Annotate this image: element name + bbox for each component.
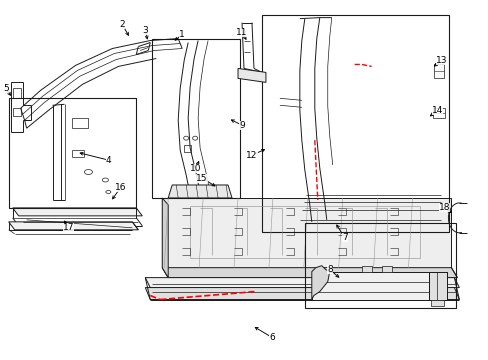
Text: 18: 18: [438, 203, 449, 212]
Bar: [72, 118, 88, 128]
Text: 6: 6: [268, 333, 274, 342]
Ellipse shape: [106, 190, 111, 193]
Bar: [13, 88, 20, 98]
Polygon shape: [145, 278, 458, 288]
Text: 14: 14: [431, 106, 442, 115]
Bar: [262, 15, 448, 232]
Polygon shape: [311, 272, 447, 300]
Polygon shape: [9, 222, 138, 230]
Bar: [152, 39, 240, 198]
Text: 11: 11: [236, 28, 247, 37]
Polygon shape: [168, 185, 232, 198]
Text: 9: 9: [239, 121, 244, 130]
Polygon shape: [361, 266, 371, 272]
Text: 16: 16: [114, 184, 126, 193]
Polygon shape: [162, 198, 168, 278]
Polygon shape: [162, 268, 456, 278]
Bar: [432, 108, 445, 118]
Bar: [433, 64, 444, 78]
Text: 3: 3: [142, 26, 148, 35]
Text: 5: 5: [3, 84, 8, 93]
Polygon shape: [428, 272, 447, 300]
Ellipse shape: [192, 136, 197, 140]
Bar: [304, 223, 455, 307]
Ellipse shape: [84, 170, 92, 175]
Text: 2: 2: [119, 20, 125, 29]
Polygon shape: [13, 208, 142, 216]
Text: 8: 8: [326, 265, 332, 274]
Bar: [184, 145, 191, 152]
Text: 17: 17: [62, 223, 74, 232]
Polygon shape: [162, 198, 450, 268]
Text: 1: 1: [179, 30, 184, 39]
Polygon shape: [311, 266, 329, 300]
Ellipse shape: [102, 178, 108, 182]
Text: 12: 12: [246, 150, 257, 159]
Text: 7: 7: [341, 233, 347, 242]
Bar: [13, 108, 20, 116]
Text: 10: 10: [190, 163, 202, 172]
Text: 15: 15: [196, 174, 207, 183]
Bar: [190, 206, 419, 258]
Bar: [9, 98, 136, 208]
Text: 4: 4: [105, 156, 111, 165]
Text: 13: 13: [435, 56, 446, 65]
Polygon shape: [238, 68, 265, 82]
Polygon shape: [145, 288, 458, 300]
Ellipse shape: [183, 136, 188, 140]
Polygon shape: [430, 300, 444, 306]
Polygon shape: [381, 266, 391, 272]
